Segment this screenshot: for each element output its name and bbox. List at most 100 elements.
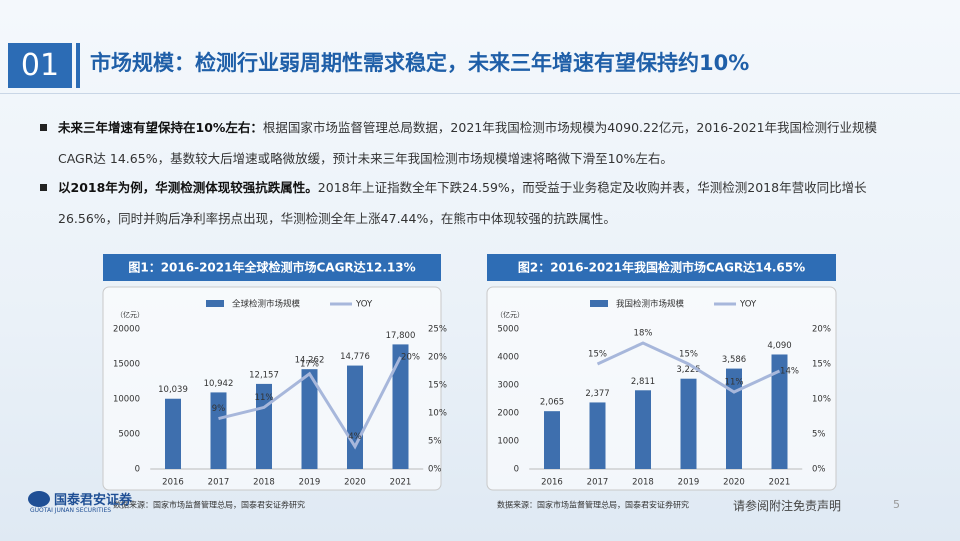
bullet-text: 根据国家市场监督管理总局数据，2021年我国检测市场规模为4090.22亿元，2… — [58, 120, 878, 166]
chart-title: 图2：2016-2021年我国检测市场CAGR达14.65% — [518, 260, 805, 275]
y2-tick-label: 5% — [428, 437, 442, 447]
line-value-label: 9% — [212, 404, 226, 414]
bar-value-label: 10,942 — [204, 379, 234, 389]
source: 数据来源：国家市场监督管理总局，国泰君安证券研究 — [113, 500, 305, 510]
bar-value-label: 10,039 — [158, 385, 188, 395]
line-value-label: 11% — [725, 378, 744, 388]
divider — [76, 43, 80, 88]
unit-label: （亿元） — [116, 310, 144, 319]
y-tick-label: 0 — [514, 465, 519, 475]
bar — [589, 402, 606, 469]
line-value-label: 17% — [300, 359, 319, 369]
bullet-bold: 未来三年增速有望保持在10%左右： — [58, 120, 263, 135]
x-tick-label: 2018 — [253, 478, 275, 488]
legend-swatch — [590, 300, 608, 307]
bar-value-label: 3,586 — [722, 355, 746, 365]
title-box — [103, 254, 441, 281]
y-tick-label: 4000 — [497, 353, 519, 363]
unit-label: （亿元） — [496, 310, 524, 319]
bar — [635, 390, 651, 469]
line-value-label: 15% — [588, 350, 607, 360]
x-tick-label: 2016 — [541, 478, 563, 488]
legend-label: 我国检测市场规模 — [616, 299, 685, 310]
x-tick-label: 2016 — [162, 478, 184, 488]
line-value-label: 4% — [348, 432, 362, 442]
line-value-label: 14% — [780, 367, 799, 377]
legend-swatch — [206, 300, 224, 307]
bullet-bold: 以2018年为例，华测检测体现较强抗跌属性。 — [58, 180, 318, 195]
y2-tick-label: 20% — [812, 325, 831, 335]
logo-en: GUOTAI JUNAN SECURITIES — [30, 507, 112, 514]
y-tick-label: 10000 — [113, 395, 140, 405]
yoy-line — [596, 341, 781, 394]
bullet: 未来三年增速有望保持在10%左右：根据国家市场监督管理总局数据，2021年我国检… — [40, 112, 888, 174]
line-value-label: 15% — [679, 350, 698, 360]
legend-label: YOY — [739, 300, 757, 310]
bar-value-label: 14,776 — [340, 352, 370, 362]
y-tick-label: 20000 — [113, 325, 140, 335]
y2-tick-label: 5% — [812, 430, 826, 440]
yoy-line — [218, 356, 402, 450]
x-tick-label: 2017 — [208, 478, 230, 488]
line-value-label: 11% — [255, 393, 274, 403]
x-tick-label: 2021 — [390, 478, 412, 488]
bar — [726, 368, 742, 469]
y2-tick-label: 15% — [428, 381, 447, 391]
section-number: 01 — [8, 43, 72, 88]
logo: 国泰君安证券 — [54, 493, 133, 508]
bar — [165, 398, 181, 469]
rule — [0, 93, 960, 94]
bullet-text: 2018年上证指数全年下跌24.59%，而受益于业务稳定及收购并表，华测检测20… — [58, 180, 867, 226]
y2-tick-label: 15% — [812, 360, 831, 370]
bar-value-label: 4,090 — [767, 341, 791, 351]
y2-tick-label: 10% — [812, 395, 831, 405]
bar — [544, 411, 560, 469]
y-tick-label: 15000 — [113, 360, 140, 370]
bar-value-label: 12,157 — [249, 370, 279, 380]
bar-value-label: 17,800 — [386, 331, 416, 341]
logo-icon — [28, 491, 50, 507]
y2-tick-label: 0% — [812, 465, 826, 475]
y-tick-label: 3000 — [497, 381, 519, 391]
x-tick-label: 2018 — [632, 478, 654, 488]
x-tick-label: 2020 — [723, 478, 745, 488]
y-tick-label: 0 — [135, 465, 140, 475]
y2-tick-label: 0% — [428, 465, 442, 475]
page-number: 5 — [893, 498, 900, 511]
panel — [486, 286, 837, 491]
y2-tick-label: 20% — [428, 353, 447, 363]
bullet: 以2018年为例，华测检测体现较强抗跌属性。2018年上证指数全年下跌24.59… — [40, 172, 888, 234]
chart-title: 图1：2016-2021年全球检测市场CAGR达12.13% — [128, 260, 415, 275]
x-tick-label: 2017 — [587, 478, 609, 488]
y-tick-label: 1000 — [497, 437, 519, 447]
y-tick-label: 5000 — [497, 325, 519, 335]
y2-tick-label: 10% — [428, 409, 447, 419]
slide-title: 市场规模：检测行业弱周期性需求稳定，未来三年增速有望保持约10% — [90, 51, 750, 75]
line-value-label: 18% — [634, 329, 653, 339]
y2-tick-label: 25% — [428, 325, 447, 335]
bar — [347, 365, 363, 469]
x-tick-label: 2019 — [299, 478, 321, 488]
y-tick-label: 2000 — [497, 409, 519, 419]
disclaimer: 请参阅附注免责声明 — [733, 499, 842, 513]
source: 数据来源：国家市场监督管理总局，国泰君安证券研究 — [497, 500, 689, 510]
bar-value-label: 3,225 — [676, 365, 700, 375]
bar — [392, 344, 409, 469]
bar — [680, 378, 697, 469]
x-tick-label: 2021 — [769, 478, 791, 488]
bar — [301, 369, 318, 469]
legend-label: 全球检测市场规模 — [232, 299, 301, 310]
bar-value-label: 2,065 — [540, 398, 564, 408]
bar — [771, 354, 788, 469]
legend-label: YOY — [355, 300, 373, 310]
y-tick-label: 5000 — [118, 430, 140, 440]
bar-value-label: 2,377 — [585, 389, 609, 399]
bar-value-label: 2,811 — [631, 377, 655, 387]
title-box — [487, 254, 836, 281]
line-value-label: 20% — [401, 353, 420, 363]
bar-value-label: 14,262 — [295, 356, 325, 366]
x-tick-label: 2020 — [344, 478, 366, 488]
x-tick-label: 2019 — [678, 478, 700, 488]
